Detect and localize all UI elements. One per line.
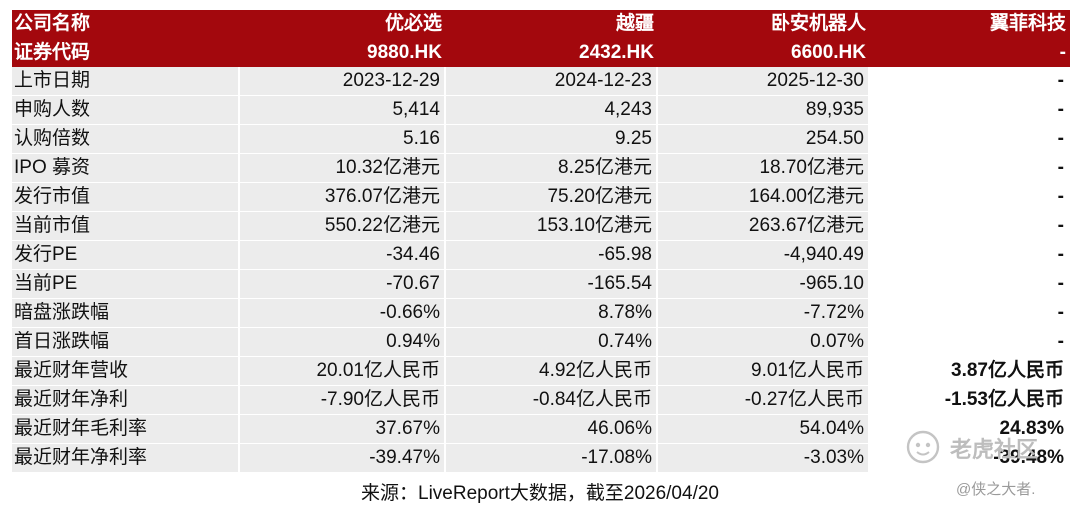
value-cell: 376.07亿港元 bbox=[240, 183, 446, 213]
value-cell: 2024-12-23 bbox=[446, 67, 658, 97]
value-cell: -165.54 bbox=[446, 270, 658, 300]
value-cell: - bbox=[870, 328, 1070, 358]
value-cell: -0.66% bbox=[240, 299, 446, 329]
value-cell: -65.98 bbox=[446, 241, 658, 271]
value-cell: - bbox=[870, 67, 1070, 97]
value-cell: - bbox=[870, 270, 1070, 300]
value-cell: -39.48% bbox=[870, 444, 1070, 474]
table-row: 当前PE -70.67 -165.54 -965.10- bbox=[12, 270, 1070, 300]
table-row: 最近财年净利率 -39.47% -17.08% -3.03% -39.48% bbox=[12, 444, 1070, 474]
value-cell: 9.25 bbox=[446, 125, 658, 155]
header-cell: 优必选 bbox=[240, 10, 446, 39]
value-cell: 0.94% bbox=[240, 328, 446, 358]
ipo-comparison-table: 公司名称 优必选 越疆 卧安机器人 翼菲科技 证券代码 9880.HK 2432.HK 6600… bbox=[12, 10, 1070, 474]
value-cell: - bbox=[870, 183, 1070, 213]
value-cell: 153.10亿港元 bbox=[446, 212, 658, 242]
header-cell: 6600.HK bbox=[658, 38, 870, 68]
table-row: 发行PE -34.46 -65.98 -4,940.49- bbox=[12, 241, 1070, 271]
value-cell: 263.67亿港元 bbox=[658, 212, 870, 242]
row-label: 当前市值 bbox=[12, 212, 240, 242]
value-cell: 18.70亿港元 bbox=[658, 154, 870, 184]
table-row: 首日涨跌幅 0.94% 0.74% 0.07% - bbox=[12, 328, 1070, 358]
value-cell: - bbox=[870, 241, 1070, 271]
value-cell: 10.32亿港元 bbox=[240, 154, 446, 184]
table-row: 当前市值 550.22亿港元 153.10亿港元 263.67亿港元 - bbox=[12, 212, 1070, 242]
row-label: 上市日期 bbox=[12, 67, 240, 97]
value-cell: 4,243 bbox=[446, 96, 658, 126]
table-row: 暗盘涨跌幅 -0.66% 8.78% -7.72% - bbox=[12, 299, 1070, 329]
row-label: 最近财年毛利率 bbox=[12, 415, 240, 445]
table-row: IPO 募资 10.32亿港元 8.25亿港元 18.70亿港元 - bbox=[12, 154, 1070, 184]
table-row: 发行市值 376.07亿港元 75.20亿港元 164.00亿港元 - bbox=[12, 183, 1070, 213]
row-label: 认购倍数 bbox=[12, 125, 240, 155]
table-row: 上市日期 2023-12-29 2024-12-23 2025-12-30- bbox=[12, 67, 1070, 97]
value-cell: -3.03% bbox=[658, 444, 870, 474]
table-row: 认购倍数 5.16 9.25 254.50- bbox=[12, 125, 1070, 155]
value-cell: 54.04% bbox=[658, 415, 870, 445]
value-cell: -4,940.49 bbox=[658, 241, 870, 271]
header-cell: 翼菲科技 bbox=[870, 10, 1070, 39]
header-cell: 9880.HK bbox=[240, 38, 446, 68]
value-cell: 4.92亿人民币 bbox=[446, 357, 658, 387]
header-label: 公司名称 bbox=[12, 10, 240, 39]
table-row: 申购人数 5,414 4,243 89,935- bbox=[12, 96, 1070, 126]
header-label: 证券代码 bbox=[12, 38, 240, 68]
value-cell: 0.74% bbox=[446, 328, 658, 358]
value-cell: -1.53亿人民币 bbox=[870, 386, 1070, 416]
value-cell: 550.22亿港元 bbox=[240, 212, 446, 242]
table-row: 最近财年营收 20.01亿人民币 4.92亿人民币 9.01亿人民币 3.87亿人民币 bbox=[12, 357, 1070, 387]
value-cell: 8.78% bbox=[446, 299, 658, 329]
value-cell: 164.00亿港元 bbox=[658, 183, 870, 213]
value-cell: 89,935 bbox=[658, 96, 870, 126]
value-cell: -70.67 bbox=[240, 270, 446, 300]
value-cell: 2025-12-30 bbox=[658, 67, 870, 97]
value-cell: 5.16 bbox=[240, 125, 446, 155]
value-cell: - bbox=[870, 212, 1070, 242]
value-cell: - bbox=[870, 299, 1070, 329]
source-note: 来源：LiveReport大数据，截至2026/04/20 bbox=[361, 483, 719, 504]
value-cell: 8.25亿港元 bbox=[446, 154, 658, 184]
value-cell: - bbox=[870, 125, 1070, 155]
value-cell: 37.67% bbox=[240, 415, 446, 445]
value-cell: 20.01亿人民币 bbox=[240, 357, 446, 387]
table-row: 最近财年毛利率 37.67% 46.06% 54.04% 24.83% bbox=[12, 415, 1070, 445]
value-cell: -7.90亿人民币 bbox=[240, 386, 446, 416]
row-label: IPO 募资 bbox=[12, 154, 240, 184]
value-cell: 24.83% bbox=[870, 415, 1070, 445]
value-cell: 3.87亿人民币 bbox=[870, 357, 1070, 387]
header-cell: 越疆 bbox=[446, 10, 658, 39]
row-label: 发行PE bbox=[12, 241, 240, 271]
header-cell: - bbox=[870, 38, 1070, 68]
value-cell: 9.01亿人民币 bbox=[658, 357, 870, 387]
row-label: 当前PE bbox=[12, 270, 240, 300]
value-cell: -17.08% bbox=[446, 444, 658, 474]
value-cell: 2023-12-29 bbox=[240, 67, 446, 97]
value-cell: 5,414 bbox=[240, 96, 446, 126]
value-cell: 75.20亿港元 bbox=[446, 183, 658, 213]
value-cell: -0.27亿人民币 bbox=[658, 386, 870, 416]
value-cell: - bbox=[870, 96, 1070, 126]
value-cell: 254.50 bbox=[658, 125, 870, 155]
row-label: 发行市值 bbox=[12, 183, 240, 213]
header-row: 公司名称 优必选 越疆 卧安机器人 翼菲科技 bbox=[12, 10, 1070, 39]
value-cell: -7.72% bbox=[658, 299, 870, 329]
value-cell: -0.84亿人民币 bbox=[446, 386, 658, 416]
row-label: 最近财年营收 bbox=[12, 357, 240, 387]
header-row: 证券代码 9880.HK 2432.HK 6600.HK - bbox=[12, 38, 1070, 68]
row-label: 暗盘涨跌幅 bbox=[12, 299, 240, 329]
value-cell: -39.47% bbox=[240, 444, 446, 474]
value-cell: -34.46 bbox=[240, 241, 446, 271]
value-cell: - bbox=[870, 154, 1070, 184]
table-row: 最近财年净利 -7.90亿人民币 -0.84亿人民币 -0.27亿人民币 -1.53亿人… bbox=[12, 386, 1070, 416]
header-cell: 2432.HK bbox=[446, 38, 658, 68]
row-label: 申购人数 bbox=[12, 96, 240, 126]
value-cell: 0.07% bbox=[658, 328, 870, 358]
row-label: 最近财年净利 bbox=[12, 386, 240, 416]
row-label: 首日涨跌幅 bbox=[12, 328, 240, 358]
value-cell: -965.10 bbox=[658, 270, 870, 300]
row-label: 最近财年净利率 bbox=[12, 444, 240, 474]
value-cell: 46.06% bbox=[446, 415, 658, 445]
header-cell: 卧安机器人 bbox=[658, 10, 870, 39]
